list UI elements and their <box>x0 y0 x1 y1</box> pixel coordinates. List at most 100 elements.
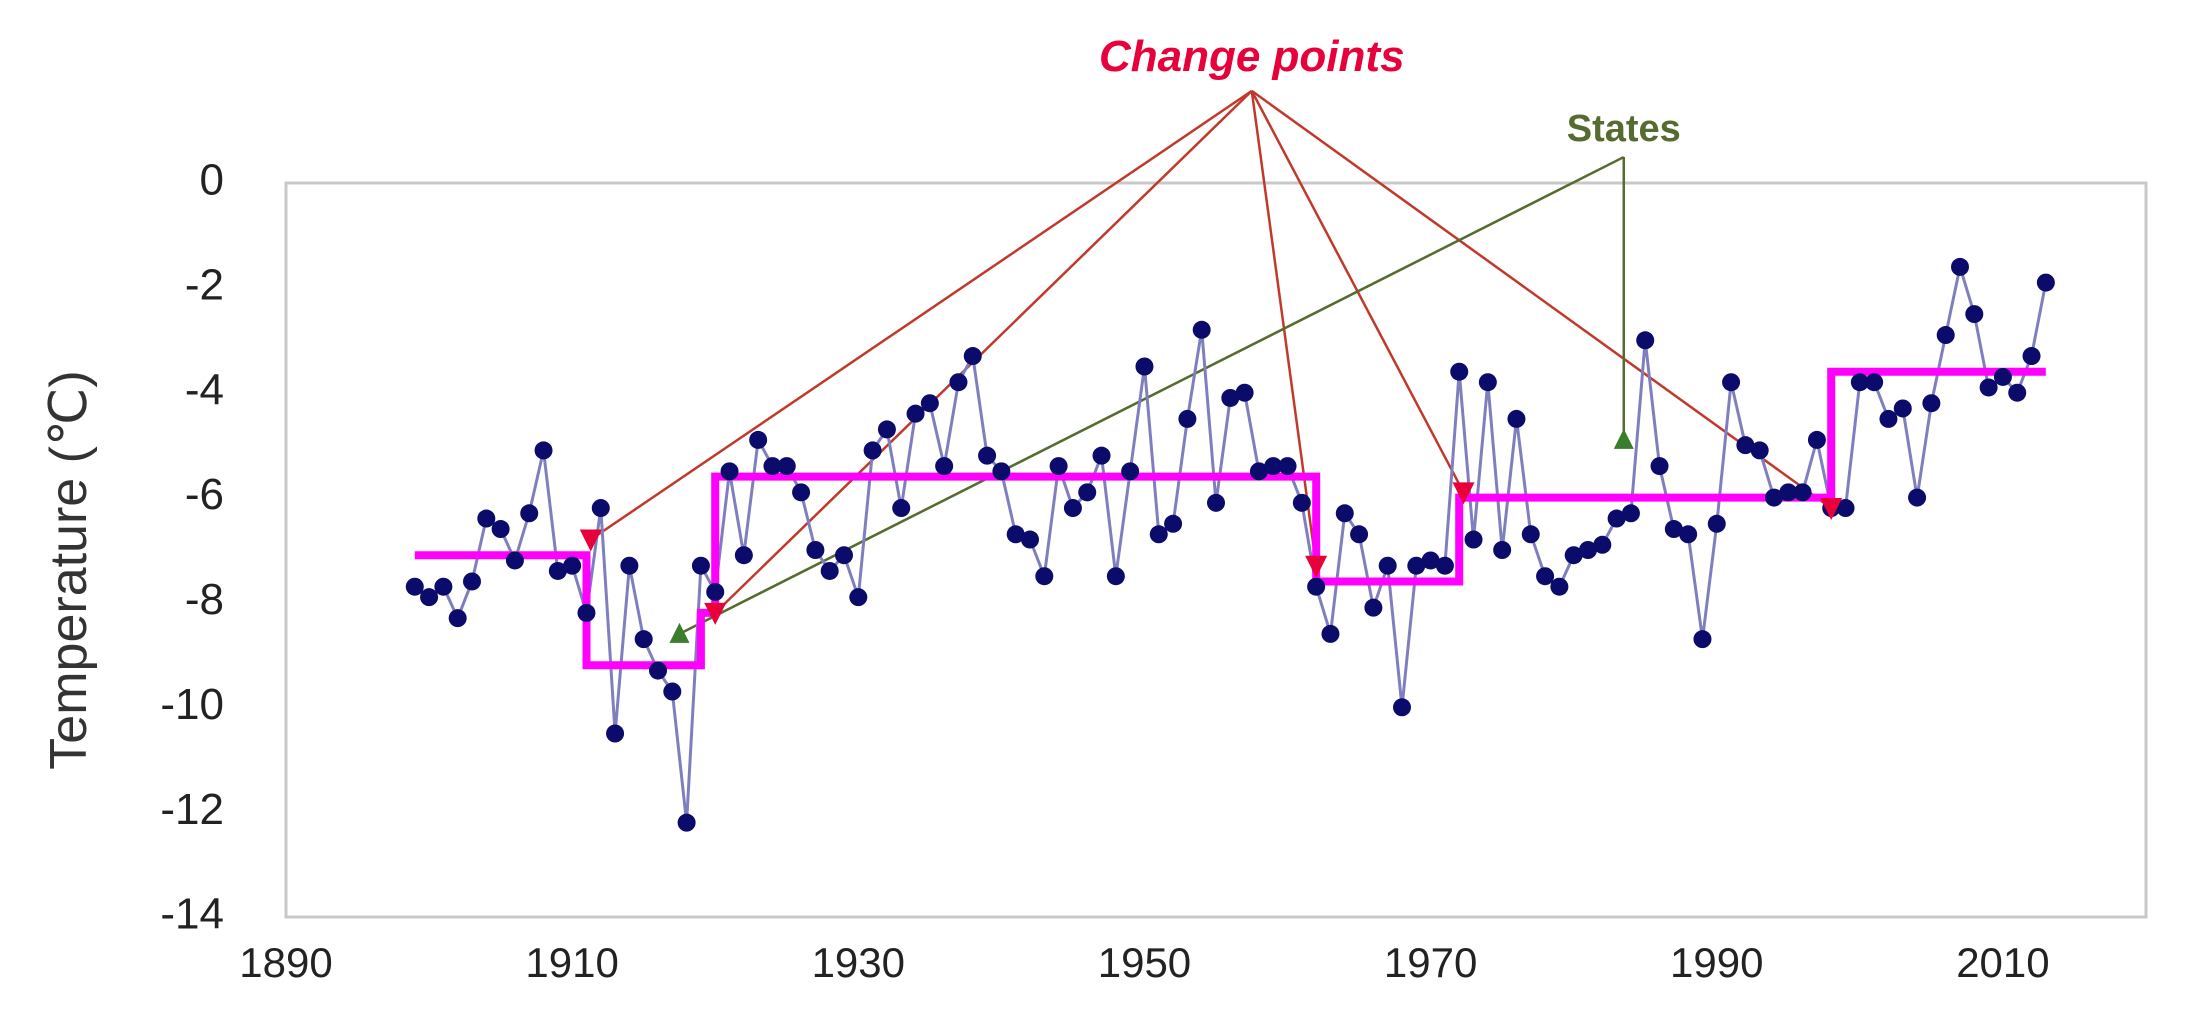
data-point <box>1063 499 1082 518</box>
data-point <box>1192 320 1211 339</box>
observed-series-points <box>405 257 2055 832</box>
data-point <box>1321 624 1340 643</box>
data-point <box>1993 367 2012 386</box>
data-point <box>577 603 596 622</box>
data-point <box>534 441 553 460</box>
data-point <box>1893 399 1912 418</box>
data-point <box>835 546 853 565</box>
data-point <box>1335 504 1354 523</box>
data-point <box>1464 530 1483 549</box>
data-point <box>863 441 882 460</box>
data-point <box>1550 577 1569 596</box>
states-label: States <box>1567 108 1681 150</box>
data-point <box>420 588 439 607</box>
data-point <box>763 457 782 476</box>
data-point <box>405 577 424 596</box>
data-point <box>792 483 811 502</box>
callout-line <box>1251 89 1832 510</box>
data-point <box>620 556 639 575</box>
x-tick-label: 1990 <box>1670 939 1763 986</box>
data-point <box>720 462 739 481</box>
data-point <box>1035 567 1054 586</box>
change-point-marker <box>704 602 727 625</box>
data-point <box>1393 698 1411 717</box>
x-tick-labels: 1890 1910 1930 1950 1970 1990 2010 <box>239 939 2049 986</box>
data-point <box>434 577 453 596</box>
annotation-labels: Change points States <box>1099 32 1681 150</box>
data-point <box>1207 493 1225 512</box>
data-point <box>1278 457 1297 476</box>
state-marker <box>669 622 690 643</box>
data-point <box>634 630 653 649</box>
change-point-marker <box>1305 555 1328 578</box>
data-point <box>1049 457 1068 476</box>
x-tick-label: 1890 <box>239 939 332 986</box>
data-point <box>1078 483 1097 502</box>
data-point <box>1121 462 1140 481</box>
data-point <box>1793 483 1812 502</box>
data-point <box>1722 373 1741 392</box>
data-point <box>734 546 753 565</box>
x-tick-label: 1930 <box>812 939 905 986</box>
data-point <box>1707 514 1726 533</box>
data-point <box>1636 331 1655 350</box>
x-tick-label: 2010 <box>1956 939 2049 986</box>
data-point <box>1564 546 1583 565</box>
data-point <box>1765 488 1783 507</box>
data-point <box>649 661 667 680</box>
callout-line <box>590 89 1253 541</box>
data-point <box>2036 273 2055 292</box>
data-point <box>1006 525 1025 544</box>
data-point <box>1378 556 1397 575</box>
callout-line <box>714 90 1253 614</box>
data-point <box>820 561 839 580</box>
state-marker <box>1613 428 1634 449</box>
data-point <box>920 394 939 413</box>
data-point <box>1249 462 1268 481</box>
data-point <box>749 430 768 449</box>
data-point <box>1650 457 1669 476</box>
data-point <box>992 462 1011 481</box>
y-tick-labels: 0 -2 -4 -6 -8 -10 -12 -14 <box>160 156 224 939</box>
data-point <box>1292 493 1311 512</box>
data-point <box>1807 430 1826 449</box>
data-point <box>1407 556 1426 575</box>
data-point <box>1865 373 1884 392</box>
data-point <box>1507 409 1526 428</box>
data-point <box>2022 347 2041 366</box>
data-point <box>1493 541 1512 559</box>
y-tick-label: -6 <box>185 470 224 519</box>
data-point <box>1264 457 1283 476</box>
data-point <box>935 457 954 476</box>
data-point <box>1092 446 1111 465</box>
data-point <box>1679 525 1698 544</box>
data-point <box>877 420 896 439</box>
data-point <box>1951 257 1969 276</box>
data-point <box>1664 520 1683 539</box>
y-tick-label: 0 <box>200 156 224 205</box>
data-point <box>1936 326 1955 345</box>
data-point <box>591 499 610 518</box>
data-point <box>491 520 510 539</box>
data-point <box>1922 394 1941 413</box>
data-point <box>691 556 710 575</box>
x-tick-label: 1970 <box>1384 939 1477 986</box>
data-point <box>1621 504 1640 523</box>
y-tick-label: -4 <box>185 365 224 414</box>
data-point <box>1135 357 1154 376</box>
x-tick-label: 1910 <box>525 939 618 986</box>
data-point <box>1235 383 1254 402</box>
data-point <box>1521 525 1540 544</box>
data-point <box>520 504 539 523</box>
data-point <box>1221 388 1240 407</box>
data-point <box>906 404 925 423</box>
data-point <box>1178 409 1197 428</box>
data-point <box>892 499 911 518</box>
data-point <box>1579 541 1597 559</box>
data-point <box>1908 488 1927 507</box>
data-point <box>463 572 481 591</box>
data-point <box>448 609 467 628</box>
change-point-marker <box>579 529 602 552</box>
data-point <box>563 556 582 575</box>
